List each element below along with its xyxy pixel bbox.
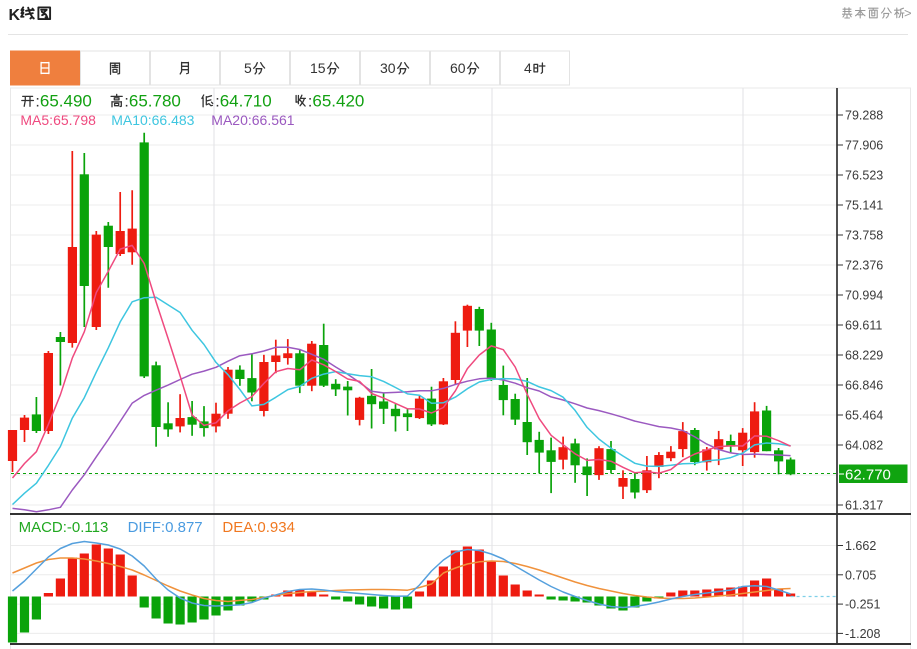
svg-text:MA20:66.561: MA20:66.561 <box>211 112 294 128</box>
svg-text:65.490: 65.490 <box>40 92 92 111</box>
svg-text:69.611: 69.611 <box>845 319 882 333</box>
svg-text:4: 4 <box>524 60 532 76</box>
svg-text:62.770: 62.770 <box>845 466 891 483</box>
svg-text:65.780: 65.780 <box>129 92 181 111</box>
svg-text:MACD:-0.113: MACD:-0.113 <box>19 519 109 536</box>
svg-text:30: 30 <box>380 60 396 76</box>
svg-text:61.317: 61.317 <box>845 499 883 513</box>
svg-text:77.906: 77.906 <box>845 139 883 153</box>
svg-text::: : <box>215 94 219 111</box>
svg-text:76.523: 76.523 <box>845 169 883 183</box>
svg-text:MA10:66.483: MA10:66.483 <box>111 112 194 128</box>
svg-text:MA5:65.798: MA5:65.798 <box>20 112 96 128</box>
svg-text::: : <box>308 94 312 111</box>
svg-text:1.662: 1.662 <box>845 539 876 553</box>
svg-text:>: > <box>904 6 912 21</box>
svg-text:65.464: 65.464 <box>845 409 883 423</box>
svg-text:73.758: 73.758 <box>845 229 883 243</box>
svg-text:K: K <box>9 7 21 24</box>
svg-text:-0.251: -0.251 <box>845 598 880 612</box>
svg-text:70.994: 70.994 <box>845 289 883 303</box>
svg-text:0.705: 0.705 <box>845 568 876 582</box>
svg-text:79.288: 79.288 <box>845 109 883 123</box>
svg-text:66.846: 66.846 <box>845 379 883 393</box>
svg-text:DIFF:0.877: DIFF:0.877 <box>128 519 203 536</box>
svg-text:-1.208: -1.208 <box>845 627 880 641</box>
svg-text:75.141: 75.141 <box>845 199 883 213</box>
svg-text:60: 60 <box>450 60 466 76</box>
svg-text:65.420: 65.420 <box>312 92 364 111</box>
svg-text::: : <box>124 94 128 111</box>
svg-text:68.229: 68.229 <box>845 349 883 363</box>
svg-text:64.710: 64.710 <box>220 92 272 111</box>
svg-text:64.082: 64.082 <box>845 439 883 453</box>
svg-text:15: 15 <box>310 60 326 76</box>
svg-text:72.376: 72.376 <box>845 259 883 273</box>
svg-text:5: 5 <box>244 60 252 76</box>
svg-text::: : <box>35 94 39 111</box>
svg-text:DEA:0.934: DEA:0.934 <box>222 519 295 536</box>
